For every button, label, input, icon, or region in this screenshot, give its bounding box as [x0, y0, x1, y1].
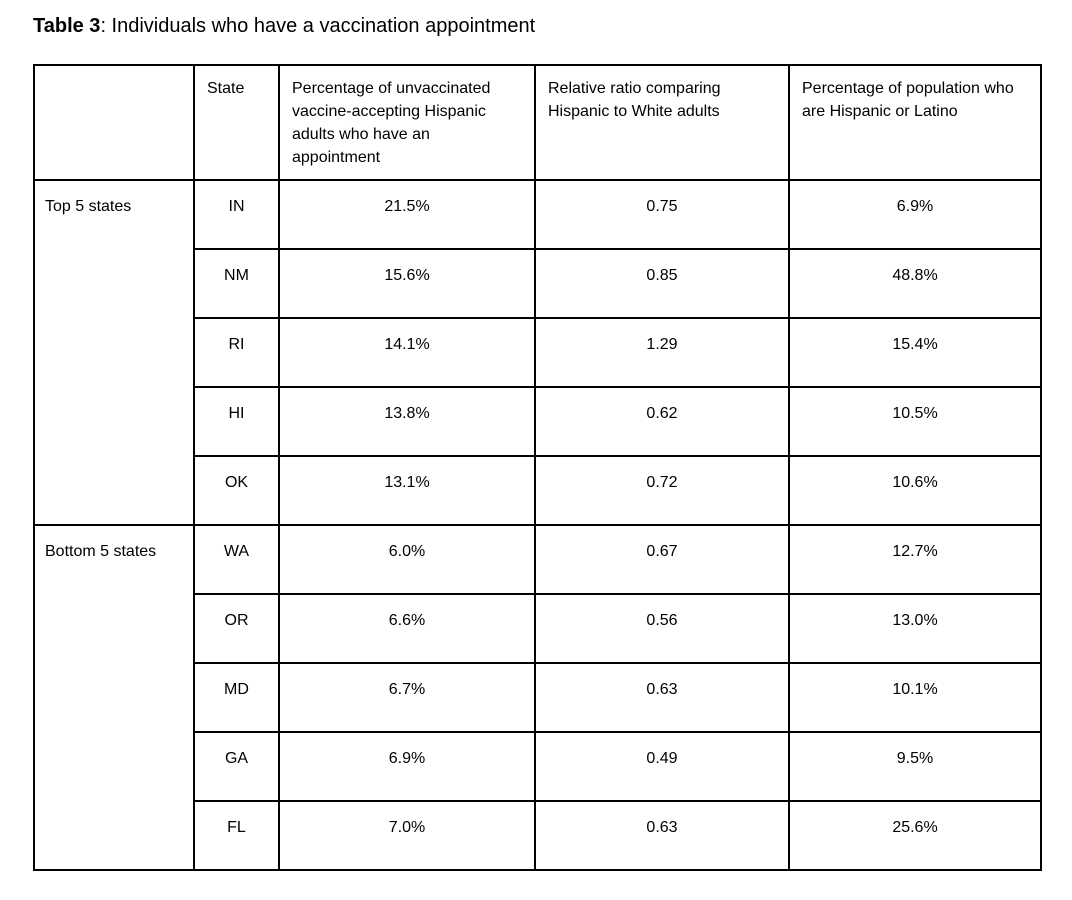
relative-ratio-cell: 0.67 [534, 524, 790, 595]
table-caption-number: Table 3 [33, 15, 101, 37]
table-body: Top 5 states IN 21.5% 0.75 6.9% NM 15.6% 0.85 48… [33, 179, 1042, 871]
relative-ratio-cell: 0.72 [534, 455, 790, 526]
pct-appointment-cell: 6.6% [278, 593, 536, 664]
pct-appointment-cell: 14.1% [278, 317, 536, 388]
header-cell-empty [33, 64, 195, 181]
pct-appointment-cell: 15.6% [278, 248, 536, 319]
table-row: NM 15.6% 0.85 48.8% [34, 248, 1042, 319]
table-row: Bottom 5 states WA 6.0% 0.67 12.7% [33, 524, 1042, 871]
pct-appointment-cell: 6.9% [278, 731, 536, 802]
relative-ratio-cell: 0.63 [534, 662, 790, 733]
relative-ratio-cell: 0.62 [534, 386, 790, 457]
row-group-label: Bottom 5 states [33, 524, 195, 871]
relative-ratio-cell: 0.49 [534, 731, 790, 802]
table-row: OR 6.6% 0.56 13.0% [34, 593, 1042, 664]
header-cell-pct-population: Percentage of population who are Hispani… [788, 64, 1042, 181]
relative-ratio-cell: 0.85 [534, 248, 790, 319]
relative-ratio-cell: 0.63 [534, 800, 790, 871]
relative-ratio-cell: 1.29 [534, 317, 790, 388]
table-caption: Table 3: Individuals who have a vaccinat… [33, 14, 1040, 38]
state-cell: GA [193, 731, 280, 802]
table-caption-text: : Individuals who have a vaccination app… [100, 15, 536, 37]
table-row: OK 13.1% 0.72 10.6% [34, 455, 1042, 526]
relative-ratio-cell: 0.75 [534, 179, 790, 250]
vaccination-appointment-table: State Percentage of unvaccinated vaccine… [33, 64, 1042, 871]
table-row: FL 7.0% 0.63 25.6% [34, 800, 1042, 871]
pct-population-cell: 10.1% [788, 662, 1042, 733]
table-row: HI 13.8% 0.62 10.5% [34, 386, 1042, 457]
pct-population-cell: 15.4% [788, 317, 1042, 388]
pct-population-cell: 13.0% [788, 593, 1042, 664]
state-cell: WA [193, 524, 280, 595]
pct-population-cell: 12.7% [788, 524, 1042, 595]
header-cell-state: State [193, 64, 280, 181]
table-row: Top 5 states IN 21.5% 0.75 6.9% [33, 179, 1042, 526]
pct-appointment-cell: 7.0% [278, 800, 536, 871]
state-cell: NM [193, 248, 280, 319]
header-cell-pct-appointment: Percentage of unvaccinated vaccine-accep… [278, 64, 536, 181]
pct-appointment-cell: 6.7% [278, 662, 536, 733]
relative-ratio-cell: 0.56 [534, 593, 790, 664]
pct-appointment-cell: 13.8% [278, 386, 536, 457]
state-cell: FL [193, 800, 280, 871]
state-cell: MD [193, 662, 280, 733]
header-row: State Percentage of unvaccinated vaccine… [33, 64, 1042, 181]
state-cell: IN [193, 179, 280, 250]
pct-appointment-cell: 21.5% [278, 179, 536, 250]
table-row: GA 6.9% 0.49 9.5% [34, 731, 1042, 802]
header-cell-relative-ratio: Relative ratio comparing Hispanic to Whi… [534, 64, 790, 181]
state-cell: HI [193, 386, 280, 457]
document-page: Table 3: Individuals who have a vaccinat… [33, 14, 1042, 871]
state-cell: OK [193, 455, 280, 526]
pct-appointment-cell: 6.0% [278, 524, 536, 595]
row-group-label: Top 5 states [33, 179, 195, 526]
pct-population-cell: 10.6% [788, 455, 1042, 526]
pct-population-cell: 25.6% [788, 800, 1042, 871]
table-row: MD 6.7% 0.63 10.1% [34, 662, 1042, 733]
state-cell: OR [193, 593, 280, 664]
table-row: RI 14.1% 1.29 15.4% [34, 317, 1042, 388]
pct-population-cell: 10.5% [788, 386, 1042, 457]
state-cell: RI [193, 317, 280, 388]
pct-population-cell: 6.9% [788, 179, 1042, 250]
pct-appointment-cell: 13.1% [278, 455, 536, 526]
pct-population-cell: 48.8% [788, 248, 1042, 319]
pct-population-cell: 9.5% [788, 731, 1042, 802]
